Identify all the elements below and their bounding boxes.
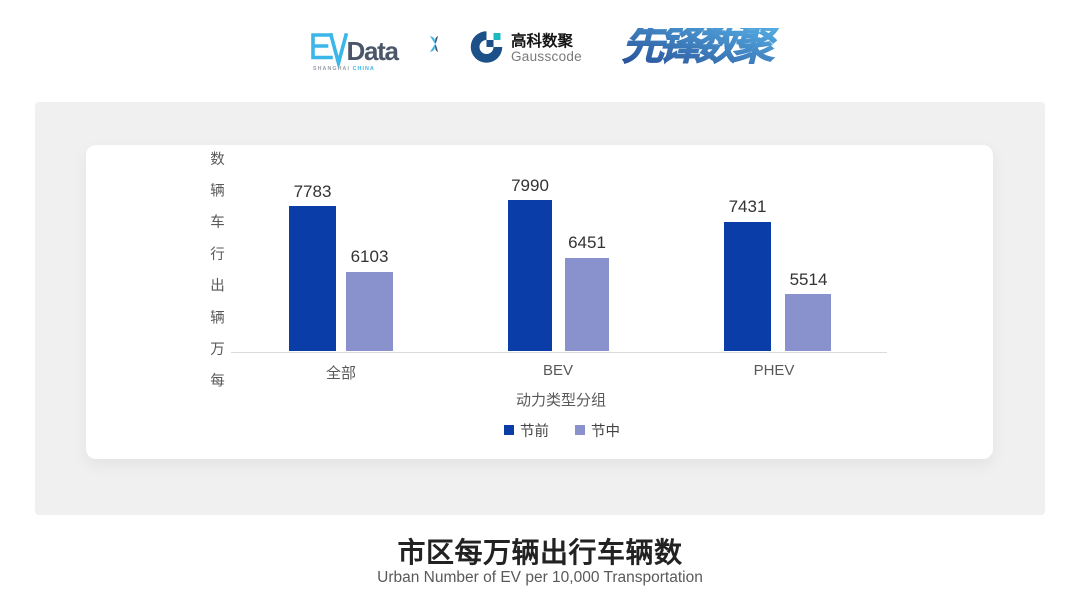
svg-text:先锋数聚: 先锋数聚 [622,28,780,68]
svg-text:Data: Data [347,36,400,66]
svg-text:Gausscode: Gausscode [511,49,582,64]
svg-text:SHANGHAI CHINA: SHANGHAI CHINA [313,66,375,72]
svg-text:高科数聚: 高科数聚 [511,31,574,50]
